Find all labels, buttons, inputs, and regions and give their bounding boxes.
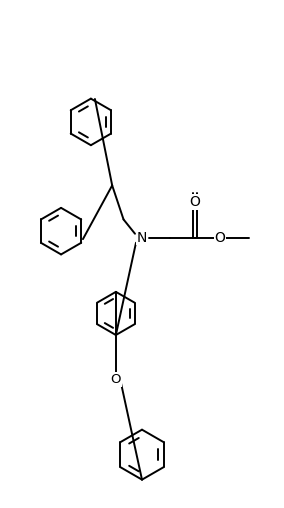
Text: O: O xyxy=(215,231,225,245)
Text: O: O xyxy=(111,373,121,386)
Text: O: O xyxy=(189,195,200,209)
Text: N: N xyxy=(137,231,147,245)
